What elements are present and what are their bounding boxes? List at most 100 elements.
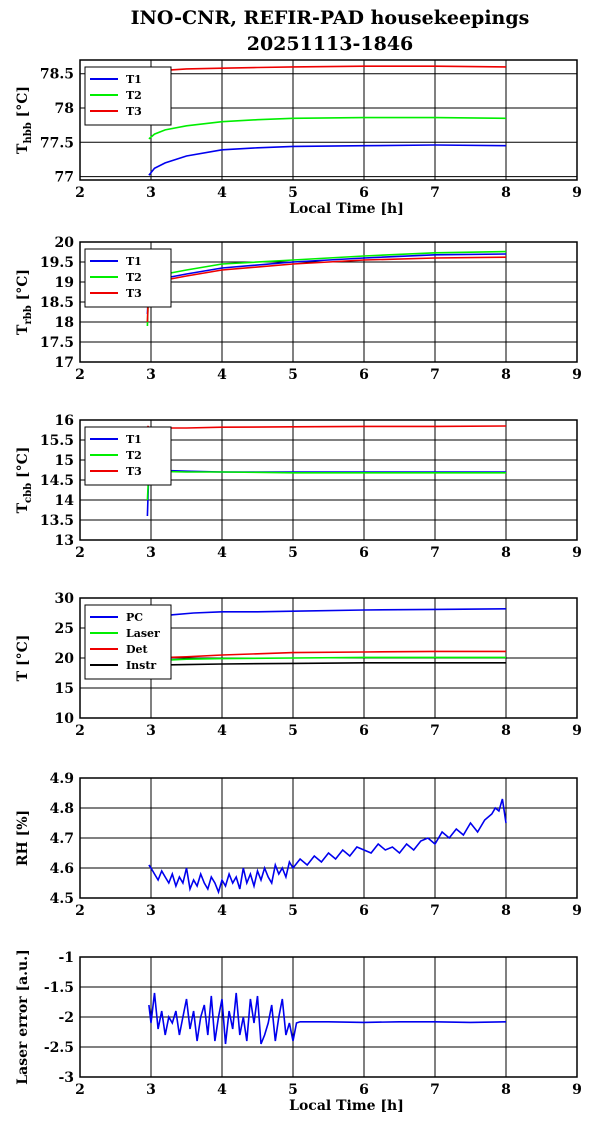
y-tick-label: 19.5	[40, 255, 74, 271]
x-tick-label: 5	[288, 903, 298, 919]
x-tick-label: 9	[572, 1082, 582, 1098]
x-tick-label: 3	[146, 545, 156, 561]
x-axis-label: Local Time [h]	[289, 1098, 404, 1114]
y-axis-label: T [°C]	[15, 635, 31, 682]
series-line-pc	[148, 608, 507, 620]
y-tick-label: 77.5	[40, 135, 74, 151]
chart-title-line1: INO-CNR, REFIR-PAD housekeepings	[131, 7, 530, 29]
x-tick-label: 4	[217, 723, 227, 739]
y-tick-label: 14.5	[40, 473, 74, 489]
legend-label: T3	[126, 287, 142, 300]
x-tick-label: 7	[430, 545, 440, 561]
y-axis-label: Laser error [a.u.]	[15, 949, 31, 1084]
series-line-t2	[146, 468, 506, 501]
x-tick-label: 4	[217, 545, 227, 561]
x-tick-label: 6	[359, 185, 369, 201]
chart-panel-3: 2 3 4 5 6 7 8 9 13 13.5 14 14.5 15 15.5 16 Tcbb [°C] T1 T…	[15, 413, 582, 561]
x-tick-label: 2	[75, 1082, 85, 1098]
x-tick-label: 5	[288, 1082, 298, 1098]
x-tick-label: 3	[146, 185, 156, 201]
chart-panel-2: 2 3 4 5 6 7 8 9 17 17.5 18 18.5 19 19.5 20 Trbb [°C] T1 T…	[15, 235, 582, 383]
x-tick-label: 5	[288, 367, 298, 383]
x-tick-label: 2	[75, 903, 85, 919]
y-axis-label: Tcbb [°C]	[15, 447, 34, 514]
plot-frame	[79, 59, 578, 181]
x-tick-label: 6	[359, 1082, 369, 1098]
x-tick-label: 2	[75, 723, 85, 739]
x-tick-label: 6	[359, 367, 369, 383]
x-axis-label: Local Time [h]	[289, 201, 404, 217]
y-tick-label: -2	[58, 1010, 74, 1026]
y-tick-label: 15	[55, 681, 74, 697]
legend-label: T2	[126, 89, 142, 102]
y-tick-label: 17.5	[40, 335, 74, 351]
y-tick-label: -1	[58, 950, 74, 966]
y-tick-label: 14	[55, 493, 75, 509]
y-tick-label: 25	[55, 621, 74, 637]
x-tick-label: 9	[572, 723, 582, 739]
series-line-t2	[148, 116, 507, 140]
y-tick-label: -1.5	[44, 980, 74, 996]
y-tick-label: 17	[55, 355, 74, 371]
series-line-t1	[146, 466, 506, 517]
x-tick-label: 6	[359, 723, 369, 739]
legend-label: Laser	[126, 627, 160, 640]
y-tick-label: -2.5	[44, 1040, 74, 1056]
y-axis-label: RH [%]	[15, 810, 31, 866]
chart-panel-6: 2 3 4 5 6 7 8 9 -3 -2.5 -2 -1.5 -1 Laser error [a.u.]…	[15, 949, 582, 1114]
x-tick-label: 5	[288, 723, 298, 739]
y-tick-label: 4.8	[50, 801, 74, 817]
x-tick-label: 2	[75, 367, 85, 383]
x-tick-label: 7	[430, 903, 440, 919]
y-tick-label: 20	[55, 235, 75, 251]
x-tick-label: 9	[572, 545, 582, 561]
x-tick-label: 3	[146, 1082, 156, 1098]
x-tick-label: 7	[430, 367, 440, 383]
y-axis-label: Trbb [°C]	[15, 269, 34, 335]
y-tick-label: -3	[58, 1070, 74, 1086]
y-tick-label: 13	[55, 533, 74, 549]
y-tick-label: 13.5	[40, 513, 74, 529]
x-tick-label: 3	[146, 903, 156, 919]
plot-frame	[79, 956, 578, 1078]
series-line-laser	[148, 656, 506, 662]
x-tick-label: 6	[359, 903, 369, 919]
x-tick-label: 3	[146, 367, 156, 383]
legend-label: Instr	[126, 659, 156, 672]
y-axis-label: Thbb [°C]	[15, 86, 34, 154]
y-tick-label: 18.5	[40, 295, 74, 311]
x-tick-label: 4	[217, 367, 227, 383]
x-tick-label: 8	[501, 723, 511, 739]
y-tick-label: 18	[55, 315, 74, 331]
plot-frame	[79, 419, 578, 541]
y-tick-label: 19	[55, 275, 74, 291]
y-tick-label: 4.7	[50, 831, 74, 847]
legend-label: T1	[126, 73, 142, 86]
x-tick-label: 4	[217, 1082, 227, 1098]
x-tick-label: 9	[572, 367, 582, 383]
plot-frame	[79, 241, 578, 363]
series-line-t1	[148, 144, 507, 176]
x-tick-label: 9	[572, 185, 582, 201]
x-tick-label: 7	[430, 1082, 440, 1098]
x-tick-label: 4	[217, 903, 227, 919]
series-line-instr	[148, 662, 506, 666]
x-tick-label: 9	[572, 903, 582, 919]
y-tick-label: 16	[55, 413, 74, 429]
chart-panel-5: 2 3 4 5 6 7 8 9 4.5 4.6 4.7 4.8 4.9 RH [%]	[15, 771, 582, 919]
x-tick-label: 2	[75, 185, 85, 201]
legend-label: T1	[126, 255, 142, 268]
legend-label: PC	[126, 611, 143, 624]
legend-label: T2	[126, 271, 142, 284]
series-line-main	[148, 992, 507, 1045]
x-tick-label: 8	[501, 545, 511, 561]
legend-label: T3	[126, 105, 142, 118]
x-tick-label: 8	[501, 367, 511, 383]
x-tick-label: 5	[288, 545, 298, 561]
x-tick-label: 5	[288, 185, 298, 201]
plot-frame	[79, 777, 578, 899]
y-tick-label: 15.5	[40, 433, 74, 449]
x-tick-label: 4	[217, 185, 227, 201]
